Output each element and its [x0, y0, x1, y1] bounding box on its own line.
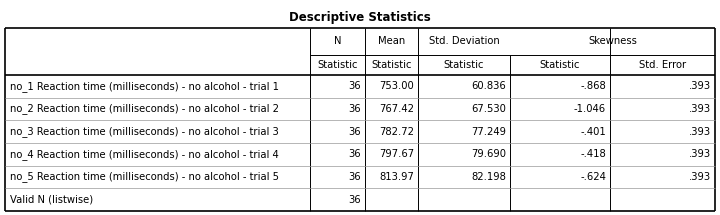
Text: 753.00: 753.00: [379, 81, 414, 91]
Text: 813.97: 813.97: [379, 172, 414, 182]
Text: 36: 36: [348, 127, 361, 137]
Text: Skewness: Skewness: [588, 37, 637, 46]
Text: no_5 Reaction time (milliseconds) - no alcohol - trial 5: no_5 Reaction time (milliseconds) - no a…: [10, 172, 279, 183]
Text: 36: 36: [348, 195, 361, 205]
Text: .393: .393: [689, 172, 711, 182]
Text: 77.249: 77.249: [471, 127, 506, 137]
Text: 782.72: 782.72: [379, 127, 414, 137]
Text: -.868: -.868: [580, 81, 606, 91]
Text: 36: 36: [348, 81, 361, 91]
Text: no_3 Reaction time (milliseconds) - no alcohol - trial 3: no_3 Reaction time (milliseconds) - no a…: [10, 126, 279, 137]
Text: Statistic: Statistic: [372, 60, 412, 70]
Text: 797.67: 797.67: [379, 149, 414, 159]
Text: Statistic: Statistic: [540, 60, 580, 70]
Text: 67.530: 67.530: [471, 104, 506, 114]
Text: 79.690: 79.690: [471, 149, 506, 159]
Text: no_2 Reaction time (milliseconds) - no alcohol - trial 2: no_2 Reaction time (milliseconds) - no a…: [10, 104, 279, 114]
Text: Descriptive Statistics: Descriptive Statistics: [289, 11, 431, 25]
Text: -1.046: -1.046: [574, 104, 606, 114]
Text: .393: .393: [689, 149, 711, 159]
Text: .393: .393: [689, 127, 711, 137]
Text: Std. Deviation: Std. Deviation: [428, 37, 500, 46]
Text: Statistic: Statistic: [444, 60, 485, 70]
Text: 36: 36: [348, 104, 361, 114]
Text: 36: 36: [348, 172, 361, 182]
Text: .393: .393: [689, 81, 711, 91]
Text: N: N: [334, 37, 341, 46]
Text: no_1 Reaction time (milliseconds) - no alcohol - trial 1: no_1 Reaction time (milliseconds) - no a…: [10, 81, 279, 92]
Text: Statistic: Statistic: [318, 60, 358, 70]
Text: -.624: -.624: [580, 172, 606, 182]
Text: Valid N (listwise): Valid N (listwise): [10, 195, 93, 205]
Text: 36: 36: [348, 149, 361, 159]
Text: 60.836: 60.836: [472, 81, 506, 91]
Text: .393: .393: [689, 104, 711, 114]
Text: 767.42: 767.42: [379, 104, 414, 114]
Text: Std. Error: Std. Error: [639, 60, 686, 70]
Text: -.401: -.401: [580, 127, 606, 137]
Text: -.418: -.418: [580, 149, 606, 159]
Text: 82.198: 82.198: [471, 172, 506, 182]
Text: Mean: Mean: [378, 37, 405, 46]
Text: no_4 Reaction time (milliseconds) - no alcohol - trial 4: no_4 Reaction time (milliseconds) - no a…: [10, 149, 279, 160]
